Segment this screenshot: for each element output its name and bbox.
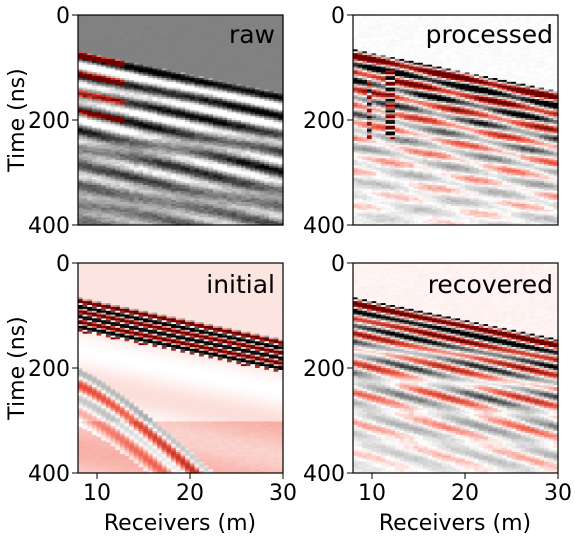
y-tick-label: 400 [28,214,70,239]
y-tick-label: 0 [56,4,70,29]
panel-processed: processed 0 200 400 [303,4,559,239]
panel-raw: raw 0 200 400 [28,4,284,239]
y-tick-label: 200 [28,109,70,134]
panel-raw-label: raw [229,20,275,49]
